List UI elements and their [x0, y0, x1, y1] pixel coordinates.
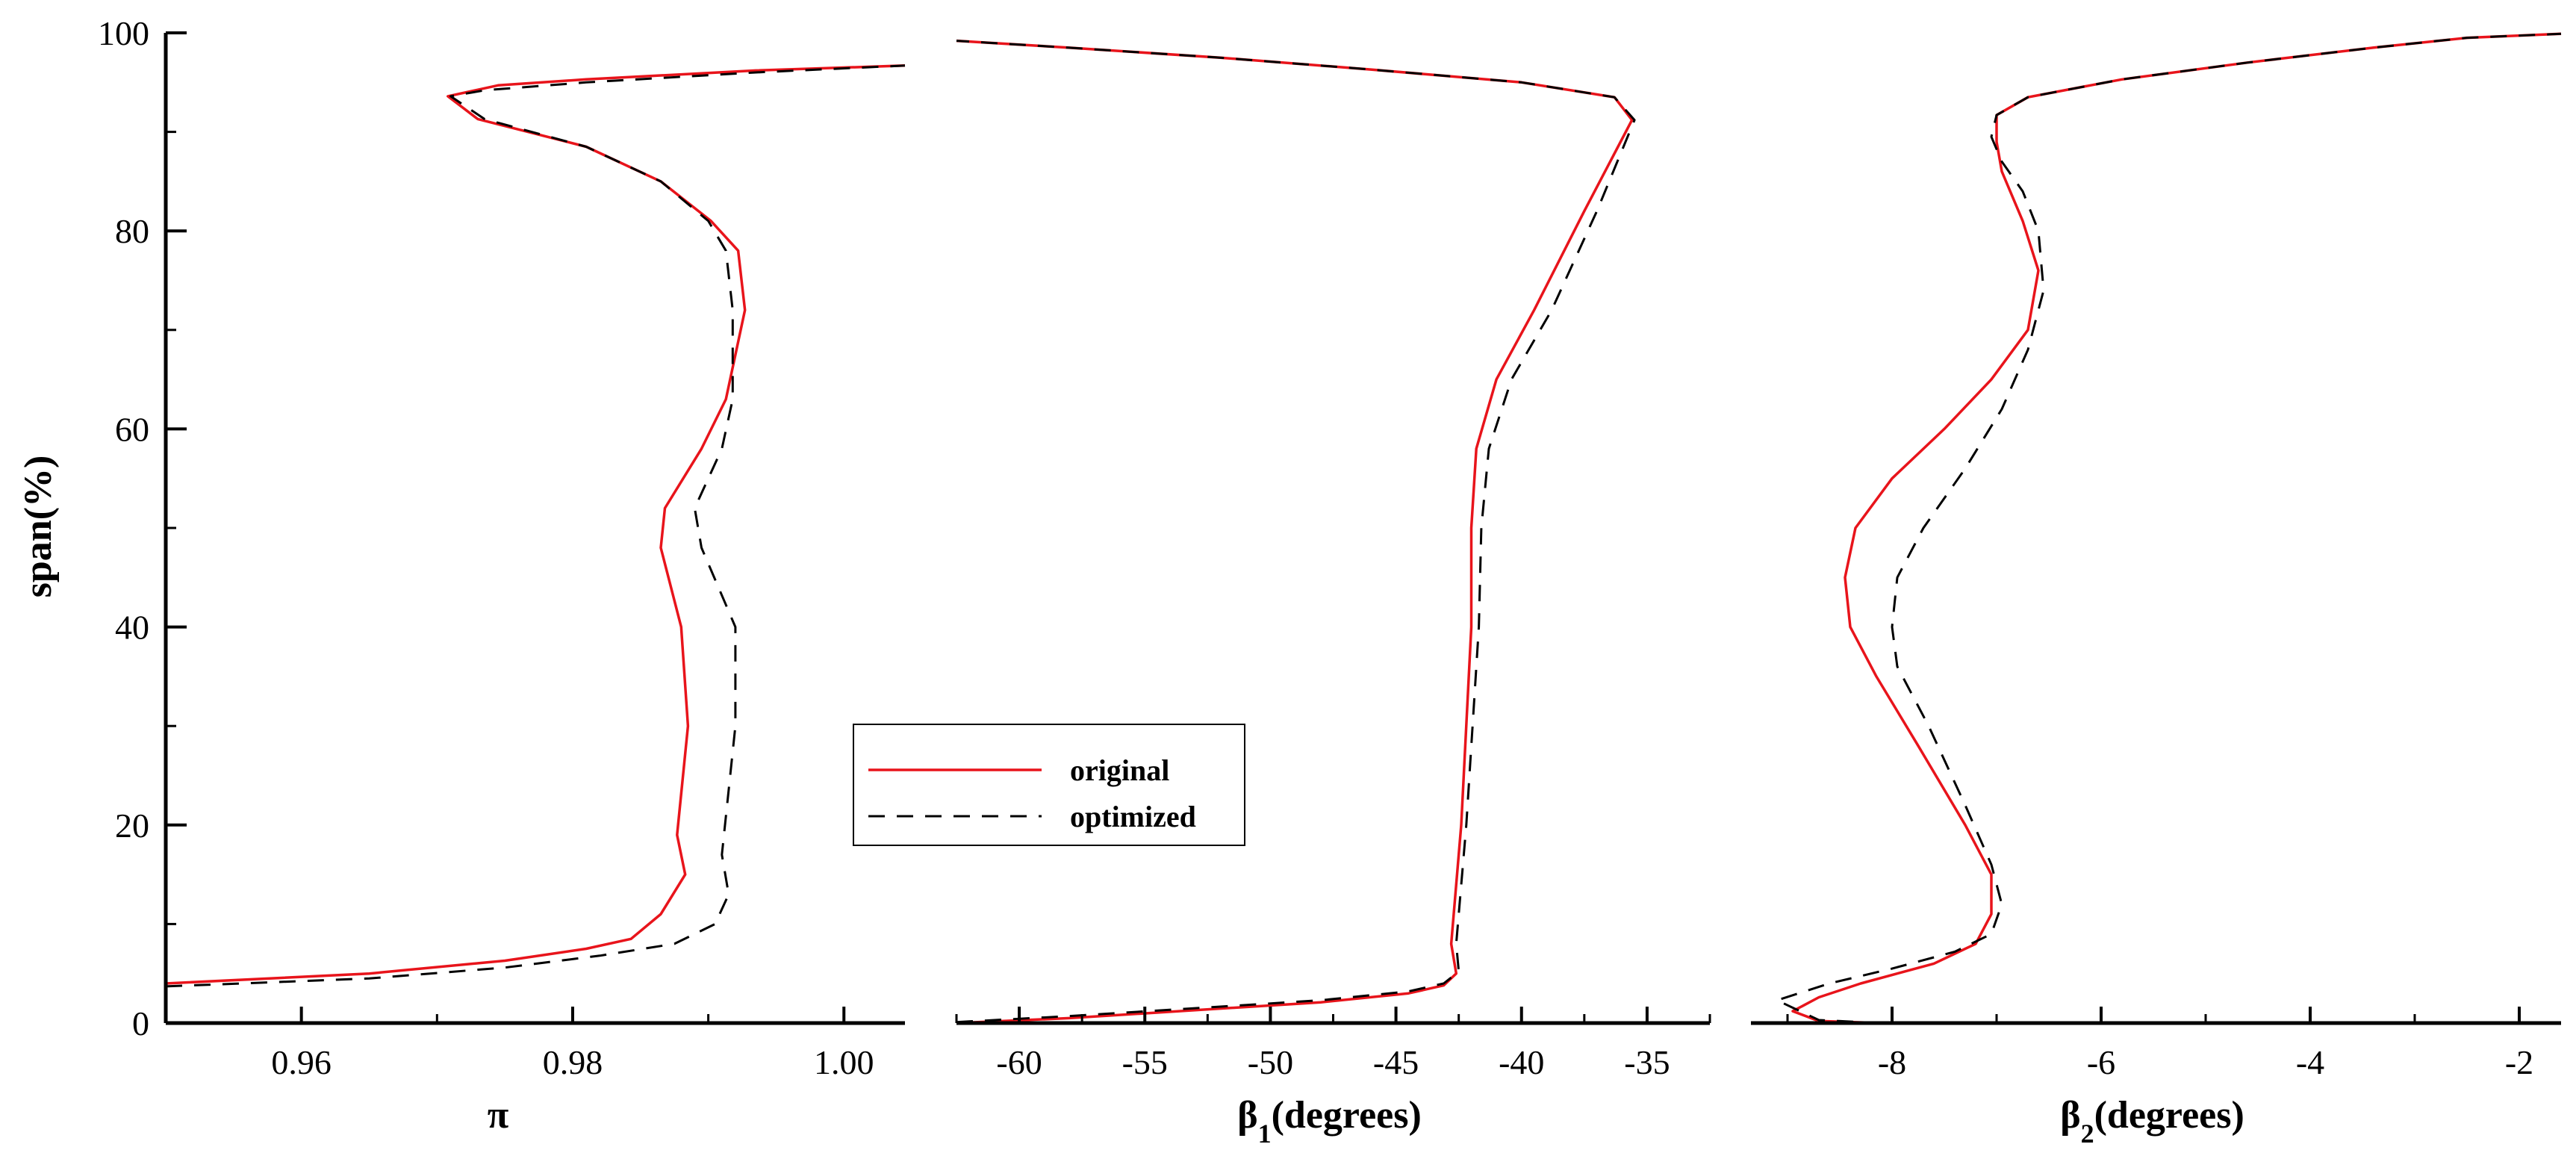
panel-beta1: -60 -55 -50 -45 -40 -35 β1(degrees) [955, 39, 1711, 1149]
panel-pi-x-ticks: 0.96 0.98 1.00 [164, 1007, 874, 1081]
panel-beta1-x-ticks: -60 -55 -50 -45 -40 -35 [955, 1007, 1711, 1081]
panel-beta1-x-axis-title-main: β [1237, 1094, 1257, 1137]
panel-pi-line-optimized [165, 64, 906, 988]
panel-beta2-line-optimized [1776, 32, 2562, 1025]
panel-beta2-x-axis-title: β2(degrees) [2060, 1094, 2244, 1149]
panel-beta1-x-tick-label: -35 [1624, 1043, 1670, 1081]
panel-pi-x-tick-label: 0.98 [543, 1043, 603, 1081]
y-axis: 0 20 40 60 80 100 span(%) [17, 14, 187, 1042]
y-tick-label: 60 [115, 410, 149, 448]
panel-pi: 0.96 0.98 1.00 π [164, 64, 906, 1137]
panel-beta2-x-axis-title-rest: (degrees) [2094, 1094, 2244, 1137]
panel-beta1-x-tick-label: -50 [1248, 1043, 1293, 1081]
panel-pi-x-axis-title: π [488, 1094, 509, 1137]
legend-box [853, 724, 1245, 846]
panel-pi-x-axis-title-main: π [488, 1094, 509, 1137]
panel-beta2-x-tick-label: -8 [1878, 1043, 1906, 1081]
panel-pi-x-tick-label: 1.00 [814, 1043, 874, 1081]
panel-beta2-x-tick-label: -6 [2087, 1043, 2115, 1081]
panel-beta1-x-tick-label: -45 [1373, 1043, 1419, 1081]
legend-label-optimized: optimized [1070, 800, 1196, 833]
panel-beta2-x-axis-title-main: β [2060, 1094, 2080, 1137]
y-tick-label: 0 [132, 1004, 149, 1042]
panel-beta1-x-axis-title: β1(degrees) [1237, 1094, 1422, 1149]
y-axis-title: span(%) [17, 456, 60, 598]
y-tick-label: 100 [98, 14, 149, 52]
panel-beta1-line-original [956, 39, 1634, 1025]
panel-beta2-x-ticks: -8 -6 -4 -2 [1786, 1007, 2533, 1081]
panel-beta1-x-tick-label: -60 [996, 1043, 1042, 1081]
panel-pi-line-original [165, 64, 906, 985]
y-tick-label: 40 [115, 609, 149, 647]
y-tick-label: 20 [115, 806, 149, 845]
legend: original optimized [853, 724, 1245, 846]
panel-beta2-line-original [1791, 32, 2562, 1025]
legend-label-original: original [1070, 753, 1169, 787]
y-axis-ticks: 0 20 40 60 80 100 [98, 14, 187, 1042]
panel-beta1-x-tick-label: -40 [1499, 1043, 1544, 1081]
panel-beta2-x-tick-label: -4 [2296, 1043, 2324, 1081]
panel-beta1-line-optimized [956, 40, 1636, 1024]
panel-beta2-x-axis-title-sub: 2 [2081, 1119, 2094, 1149]
panel-beta2-x-tick-label: -2 [2505, 1043, 2533, 1081]
panel-beta1-x-axis-title-sub: 1 [1258, 1119, 1272, 1149]
panel-pi-x-tick-label: 0.96 [271, 1043, 332, 1081]
y-tick-label: 80 [115, 212, 149, 250]
panel-beta1-x-tick-label: -55 [1122, 1043, 1168, 1081]
panel-beta1-x-axis-title-rest: (degrees) [1272, 1094, 1422, 1137]
panel-beta2: -8 -6 -4 -2 β2(degrees) [1751, 32, 2562, 1149]
